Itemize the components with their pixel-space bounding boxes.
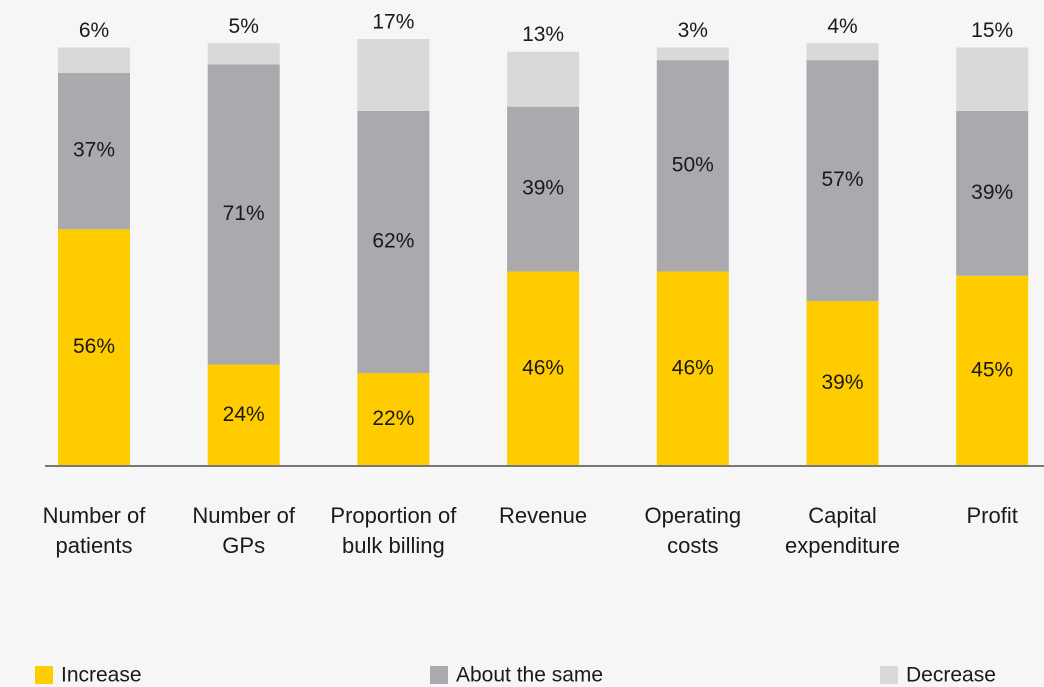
legend-swatch	[35, 666, 53, 684]
value-label: 56%	[73, 335, 115, 358]
x-tick-label: Revenue	[499, 503, 588, 528]
value-label: 46%	[672, 356, 714, 379]
value-label: 62%	[372, 229, 414, 252]
bar-segment	[207, 364, 280, 466]
bar-segment	[357, 110, 430, 373]
legend-swatch	[430, 666, 448, 684]
value-label: 5%	[229, 15, 259, 38]
legend-swatch	[880, 666, 898, 684]
value-label: 4%	[827, 15, 857, 38]
value-label: 37%	[73, 139, 115, 162]
x-tick-label: Proportion of bulk billing	[330, 503, 457, 558]
value-label: 71%	[223, 202, 265, 225]
bar-segment	[58, 229, 130, 466]
value-label: 39%	[821, 371, 863, 394]
bar-segment	[58, 72, 130, 230]
value-label: 17%	[372, 11, 414, 34]
value-label: 39%	[522, 177, 564, 200]
bar-segment	[58, 47, 130, 73]
legend-label: Decrease	[906, 664, 996, 687]
bar-segment	[956, 47, 1029, 111]
legend-label: About the same	[456, 664, 603, 687]
value-label: 50%	[672, 153, 714, 176]
value-label: 24%	[223, 403, 265, 426]
bar-segment	[656, 60, 729, 272]
x-tick-label: Number of patients	[42, 503, 146, 558]
bar-segment	[507, 106, 580, 272]
x-tick-label: Operating costs	[644, 503, 742, 558]
bar-segment	[956, 110, 1029, 276]
bar-segment	[207, 64, 280, 365]
bar-segment	[806, 301, 879, 466]
value-label: 15%	[971, 19, 1013, 42]
value-label: 22%	[372, 407, 414, 430]
bar-segment	[357, 39, 430, 111]
bar-segment	[507, 51, 580, 107]
value-label: 46%	[522, 356, 564, 379]
bar-segment	[507, 271, 580, 466]
value-label: 6%	[79, 19, 109, 42]
x-tick-label: Number of GPs	[192, 503, 296, 558]
bar-segment	[956, 275, 1029, 466]
bar-segment	[207, 43, 280, 65]
bar-segment	[806, 60, 879, 302]
value-label: 13%	[522, 23, 564, 46]
bar-segment	[656, 271, 729, 466]
bar-segment	[656, 47, 729, 61]
x-tick-label: Capital expenditure	[785, 503, 900, 558]
bar-segment	[357, 372, 430, 466]
value-label: 39%	[971, 181, 1013, 204]
value-label: 3%	[678, 19, 708, 42]
bar-segment	[806, 43, 879, 61]
x-tick-label: Profit	[966, 503, 1018, 528]
value-label: 45%	[971, 358, 1013, 381]
value-label: 57%	[821, 168, 863, 191]
legend-label: Increase	[61, 664, 142, 687]
